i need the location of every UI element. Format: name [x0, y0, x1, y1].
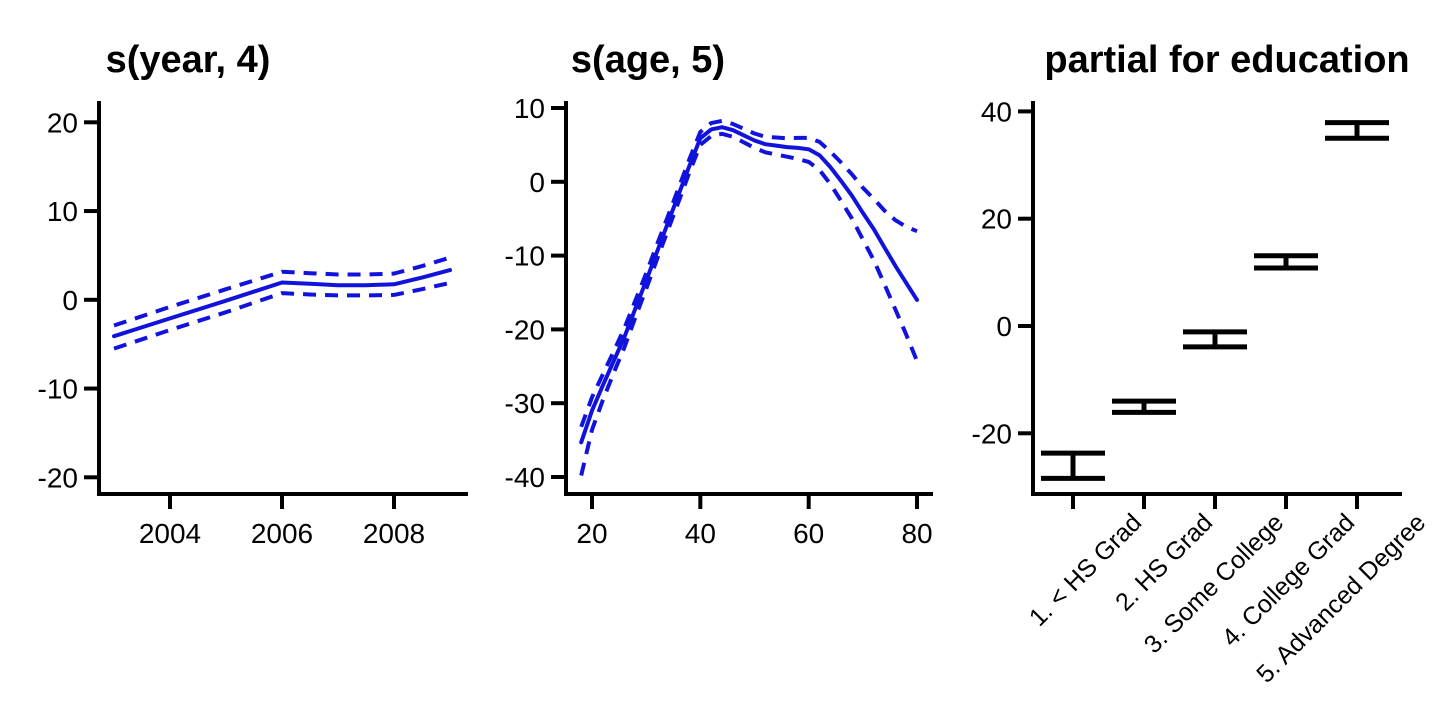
- y-tick-label: 20: [47, 107, 78, 138]
- panel-age-title: s(age, 5): [571, 39, 725, 81]
- y-tick-label: -40: [505, 462, 545, 493]
- x-tick-label: 2004: [139, 518, 201, 549]
- y-tick-label: -20: [38, 462, 78, 493]
- x-tick-label: 2006: [251, 518, 313, 549]
- lower-se-band: [113, 280, 451, 351]
- fitted-curve: [579, 125, 919, 445]
- lower-se-band: [579, 131, 919, 476]
- panel-year-plot: 20 10 0 -10 -20 2004 2006 2008: [38, 101, 468, 549]
- y-tick-label: 0: [996, 311, 1012, 342]
- panel-year-title: s(year, 4): [106, 39, 271, 81]
- y-tick-label: -20: [505, 314, 545, 345]
- y-tick-label: 10: [514, 93, 545, 124]
- y-tick-label: 0: [62, 285, 78, 316]
- y-tick-label: 20: [981, 204, 1012, 235]
- x-tick-label: 60: [793, 518, 824, 549]
- y-tick-label: -30: [505, 388, 545, 419]
- panel-age-plot: 10 0 -10 -20 -30 -40 20 40 60 80: [505, 93, 933, 549]
- panel-education-title: partial for education: [1044, 39, 1409, 81]
- fitted-curve: [112, 268, 452, 339]
- x-tick-label: 80: [901, 518, 932, 549]
- x-tick-label: 20: [576, 518, 607, 549]
- x-tick-label: 40: [685, 518, 716, 549]
- upper-se-band: [113, 255, 451, 328]
- y-tick-label: 10: [47, 196, 78, 227]
- y-tick-label: -10: [38, 374, 78, 405]
- y-tick-label: 40: [981, 96, 1012, 127]
- x-tick-label: 2008: [363, 518, 425, 549]
- y-tick-label: 0: [529, 167, 545, 198]
- y-tick-label: -20: [972, 418, 1012, 449]
- upper-se-band: [579, 118, 918, 428]
- y-tick-label: -10: [505, 241, 545, 272]
